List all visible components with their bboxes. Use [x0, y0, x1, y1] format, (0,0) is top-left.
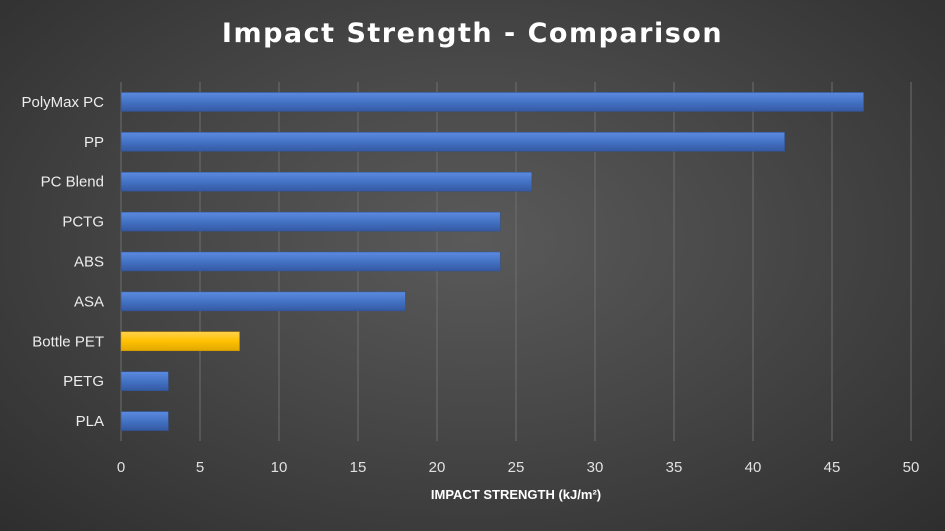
category-label: PETG — [63, 373, 104, 390]
x-tick-label: 50 — [903, 459, 920, 476]
category-label: PLA — [76, 413, 104, 430]
x-tick-label: 5 — [196, 459, 204, 476]
x-axis-title: IMPACT STRENGTH (kJ/m²) — [431, 487, 601, 502]
bar — [120, 371, 169, 391]
x-tick-label: 35 — [666, 459, 683, 476]
bar-highlighted — [120, 331, 240, 352]
x-tick-label: 25 — [508, 459, 525, 476]
x-tick-label: 30 — [587, 459, 604, 476]
x-tick-label: 45 — [824, 459, 841, 476]
bar — [120, 211, 501, 232]
bar — [120, 171, 533, 192]
x-tick-label: 0 — [117, 459, 125, 476]
bar — [120, 92, 864, 112]
bar — [120, 291, 406, 312]
x-tick-label: 40 — [745, 459, 762, 476]
category-label: Bottle PET — [32, 333, 104, 350]
bar — [120, 411, 169, 431]
chart-title: Impact Strength - Comparison — [221, 18, 724, 49]
bar — [120, 251, 501, 272]
bars — [120, 92, 864, 431]
category-labels: PolyMax PC PP PC Blend PCTG ABS ASA Bottle PET… — [21, 94, 104, 430]
category-label: PCTG — [62, 214, 104, 231]
bar — [120, 132, 785, 152]
x-tick-label: 20 — [429, 459, 446, 476]
x-tick-labels: 0 5 10 15 20 25 30 35 40 45 50 — [117, 459, 920, 476]
category-label: ASA — [74, 293, 104, 310]
category-label: PC Blend — [41, 174, 104, 191]
x-tick-label: 10 — [271, 459, 288, 476]
category-label: ABS — [74, 254, 104, 271]
category-label: PolyMax PC — [21, 94, 104, 111]
x-tick-label: 15 — [350, 459, 367, 476]
category-label: PP — [84, 134, 104, 151]
